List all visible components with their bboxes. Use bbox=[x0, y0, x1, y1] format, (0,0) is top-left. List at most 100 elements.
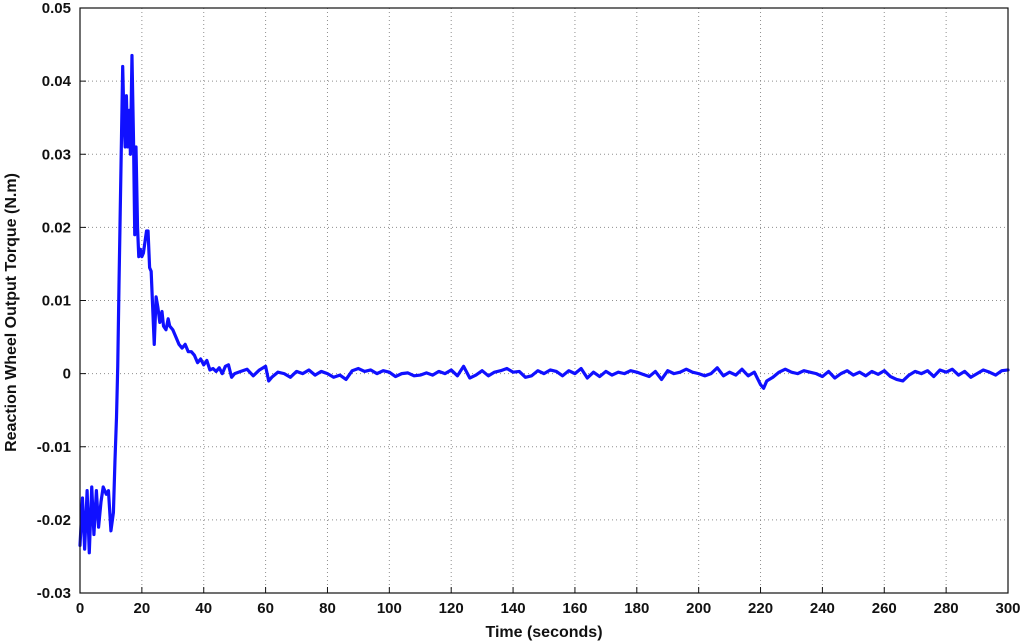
series-point bbox=[91, 486, 93, 488]
series-point bbox=[159, 321, 161, 324]
series-point bbox=[86, 490, 88, 492]
y-tick-label: 0.05 bbox=[42, 0, 71, 17]
series-point bbox=[926, 370, 929, 372]
series-point bbox=[123, 117, 125, 119]
series-point bbox=[162, 325, 165, 327]
series-point bbox=[169, 325, 171, 327]
series-point bbox=[654, 370, 656, 373]
series-point bbox=[803, 370, 805, 372]
series-point bbox=[165, 329, 167, 331]
series-point bbox=[145, 230, 148, 232]
series-point bbox=[957, 374, 960, 376]
series-point bbox=[580, 367, 582, 370]
y-axis-label: Reaction Wheel Output Torque (N.m) bbox=[3, 173, 20, 452]
series-point bbox=[246, 368, 248, 370]
series-point bbox=[175, 336, 177, 338]
series-point bbox=[642, 373, 644, 375]
series-point bbox=[883, 370, 885, 372]
series-point bbox=[809, 371, 811, 373]
series-point bbox=[142, 252, 145, 254]
series-point bbox=[896, 378, 898, 381]
series-point bbox=[790, 371, 793, 373]
series-point bbox=[902, 380, 904, 382]
series-point bbox=[531, 375, 533, 377]
series-point bbox=[302, 373, 304, 375]
series-point bbox=[326, 373, 329, 375]
series-point bbox=[561, 375, 564, 377]
series-point bbox=[469, 377, 471, 379]
series-point bbox=[407, 372, 409, 374]
series-point bbox=[964, 370, 966, 373]
series-point bbox=[357, 367, 359, 370]
series-point bbox=[852, 374, 854, 376]
series-point bbox=[141, 256, 143, 258]
series-point bbox=[419, 374, 421, 376]
series-point bbox=[951, 368, 953, 370]
series-point bbox=[152, 307, 154, 309]
series-point bbox=[945, 371, 947, 373]
series-point bbox=[252, 375, 254, 377]
series-point bbox=[314, 374, 316, 376]
series-point bbox=[283, 373, 285, 375]
series-point bbox=[150, 270, 152, 272]
series-point bbox=[710, 373, 712, 375]
series-point bbox=[456, 375, 458, 377]
series-point bbox=[289, 376, 291, 378]
series-point bbox=[221, 373, 223, 375]
series-point bbox=[599, 375, 601, 378]
series-point bbox=[524, 376, 527, 378]
series-point bbox=[722, 375, 725, 377]
series-point bbox=[139, 248, 141, 250]
series-point bbox=[187, 351, 189, 353]
series-point bbox=[821, 375, 824, 378]
series-point bbox=[88, 552, 90, 554]
series-point bbox=[118, 285, 120, 287]
series-point bbox=[648, 375, 650, 378]
series-point bbox=[117, 365, 119, 367]
series-point bbox=[667, 370, 669, 372]
series-point bbox=[871, 370, 873, 373]
series-point bbox=[549, 369, 551, 371]
series-point bbox=[691, 371, 694, 373]
x-tick-label: 40 bbox=[195, 600, 212, 617]
series-point bbox=[132, 139, 135, 141]
series-point bbox=[258, 369, 261, 371]
series-point bbox=[136, 226, 139, 228]
grid-lines bbox=[80, 8, 1008, 593]
series-point bbox=[623, 373, 626, 375]
series-point bbox=[970, 376, 972, 378]
series-point bbox=[115, 416, 118, 419]
series-point bbox=[212, 367, 214, 370]
series-point bbox=[432, 374, 434, 376]
series-point bbox=[155, 296, 157, 298]
series-point bbox=[858, 371, 861, 373]
series-point bbox=[153, 343, 155, 345]
series-point bbox=[877, 373, 879, 375]
series-point bbox=[481, 370, 483, 372]
series-point bbox=[735, 374, 737, 376]
series-point bbox=[227, 364, 230, 366]
series-point bbox=[110, 530, 112, 532]
series-point bbox=[611, 374, 613, 376]
series-point bbox=[889, 375, 892, 378]
series-point bbox=[543, 373, 545, 375]
series-point bbox=[206, 359, 208, 362]
series-point bbox=[846, 370, 848, 372]
series-point bbox=[351, 370, 353, 372]
series-point bbox=[172, 329, 174, 331]
series-point bbox=[840, 373, 842, 375]
series-point bbox=[537, 370, 539, 372]
series-point bbox=[827, 370, 830, 373]
series-point bbox=[124, 146, 126, 148]
series-point bbox=[759, 383, 762, 386]
series-point bbox=[555, 370, 557, 373]
x-tick-label: 20 bbox=[134, 600, 151, 617]
series-point bbox=[240, 370, 242, 373]
x-tick-label: 140 bbox=[501, 600, 526, 617]
series-point bbox=[308, 369, 310, 371]
series-point bbox=[388, 371, 390, 373]
series-point bbox=[568, 370, 570, 372]
series-point bbox=[131, 54, 133, 57]
series-point bbox=[982, 369, 984, 371]
